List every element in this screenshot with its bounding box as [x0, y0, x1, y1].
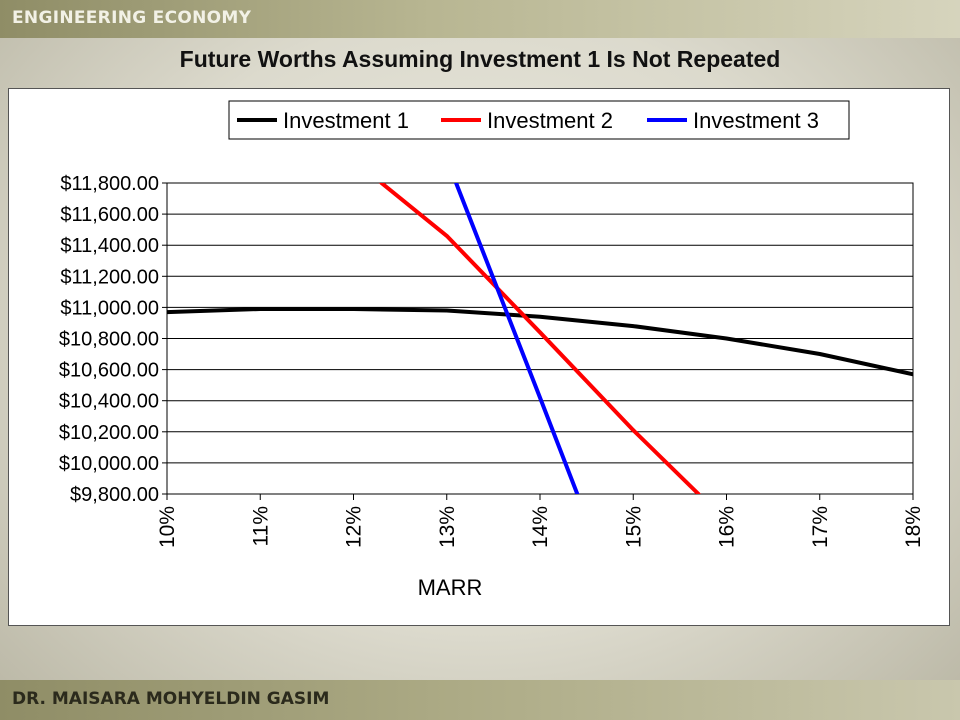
x-tick-label: 13%	[436, 506, 459, 548]
future-worth-chart: $9,800.00 $10,000.00 $10,200.00 $10,400.00 $…	[59, 100, 925, 600]
x-tick-label: 11%	[249, 506, 272, 546]
x-axis-label: MARR	[418, 575, 483, 600]
x-tick-label: 10%	[156, 506, 179, 548]
top-banner: ENGINEERING ECONOMY	[0, 0, 960, 38]
author-name: DR. MAISARA MOHYELDIN GASIM	[12, 689, 330, 709]
course-title: ENGINEERING ECONOMY	[12, 8, 252, 28]
y-tick-label: $9,800.00	[70, 484, 159, 506]
x-tick-label: 14%	[529, 506, 552, 548]
y-tick-label: $10,200.00	[59, 422, 159, 444]
y-tick-label: $10,000.00	[59, 453, 159, 475]
legend-label-1: Investment 1	[283, 108, 409, 133]
x-tick-label: 12%	[343, 506, 366, 548]
chart-frame: $9,800.00 $10,000.00 $10,200.00 $10,400.00 $…	[8, 88, 950, 626]
slide-title: Future Worths Assuming Investment 1 Is N…	[179, 46, 781, 72]
series-group	[167, 183, 913, 494]
legend-box	[228, 100, 850, 140]
y-tick-label: $11,800.00	[60, 173, 159, 195]
y-tick-label: $11,000.00	[60, 297, 159, 319]
y-tick-label: $10,800.00	[59, 329, 159, 351]
legend-label-3: Investment 3	[693, 108, 819, 133]
y-tick-label: $10,400.00	[59, 391, 159, 413]
y-tick-label: $11,400.00	[60, 235, 159, 257]
series-line-investment-1	[167, 307, 913, 377]
y-tick-label: $11,200.00	[60, 266, 159, 288]
legend-label-2: Investment 2	[487, 108, 613, 133]
x-tick-label: 15%	[622, 506, 645, 548]
y-tick-label: $10,600.00	[59, 360, 159, 382]
bottom-banner: DR. MAISARA MOHYELDIN GASIM	[0, 680, 960, 720]
y-tick-label: $11,600.00	[60, 204, 159, 226]
x-tick-label: 16%	[716, 506, 739, 548]
x-tick-label: 17%	[809, 506, 832, 548]
series-line-investment-3	[454, 183, 580, 494]
x-tick-label: 18%	[902, 506, 925, 548]
series-line-investment-2	[379, 183, 701, 494]
